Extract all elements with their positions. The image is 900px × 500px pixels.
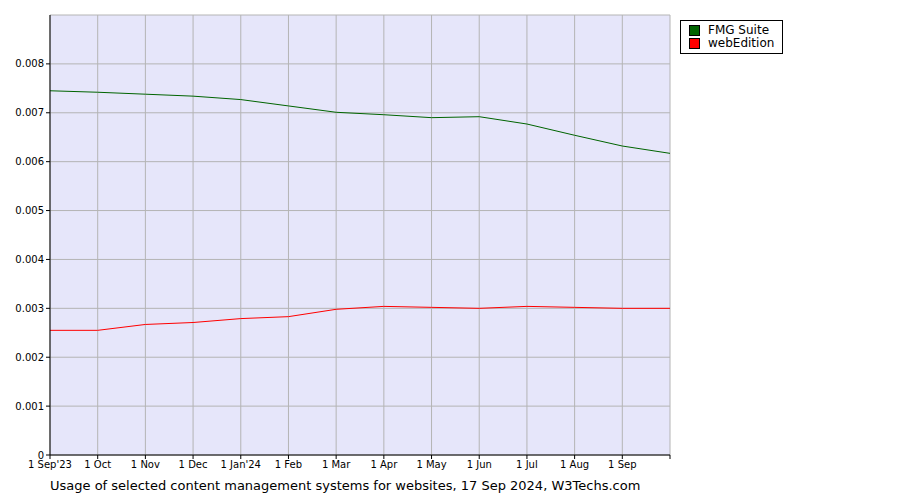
svg-text:0: 0 — [38, 450, 44, 461]
svg-text:1 Mar: 1 Mar — [322, 459, 351, 470]
svg-text:1 Jul: 1 Jul — [516, 459, 538, 470]
svg-text:1 Oct: 1 Oct — [84, 459, 111, 470]
svg-text:0.005: 0.005 — [15, 205, 44, 216]
svg-text:1 Aug: 1 Aug — [560, 459, 589, 470]
svg-text:0.006: 0.006 — [15, 156, 44, 167]
html-text:Usage of selected content mana: Usage of selected content management sys… — [50, 478, 641, 493]
svg-text:0.007: 0.007 — [15, 107, 44, 118]
svg-text:1 Nov: 1 Nov — [131, 459, 160, 470]
svg-text:1 Jan'24: 1 Jan'24 — [221, 459, 261, 470]
svg-text:1 Jun: 1 Jun — [467, 459, 492, 470]
svg-text:1 Sep: 1 Sep — [608, 459, 636, 470]
svg-text:1 Feb: 1 Feb — [275, 459, 302, 470]
svg-text:0.004: 0.004 — [15, 254, 44, 265]
svg-text:1 Apr: 1 Apr — [370, 459, 398, 470]
svg-text:1 Sep'23: 1 Sep'23 — [28, 459, 72, 470]
html-text:webEdition: webEdition — [708, 36, 775, 50]
svg-text:0.001: 0.001 — [15, 401, 44, 412]
svg-text:1 Dec: 1 Dec — [179, 459, 208, 470]
svg-text:1 May: 1 May — [416, 459, 446, 470]
svg-text:0.008: 0.008 — [15, 58, 44, 69]
svg-text:0.003: 0.003 — [15, 303, 44, 314]
svg-text:0.002: 0.002 — [15, 352, 44, 363]
html-text:FMG Suite: FMG Suite — [708, 23, 769, 37]
